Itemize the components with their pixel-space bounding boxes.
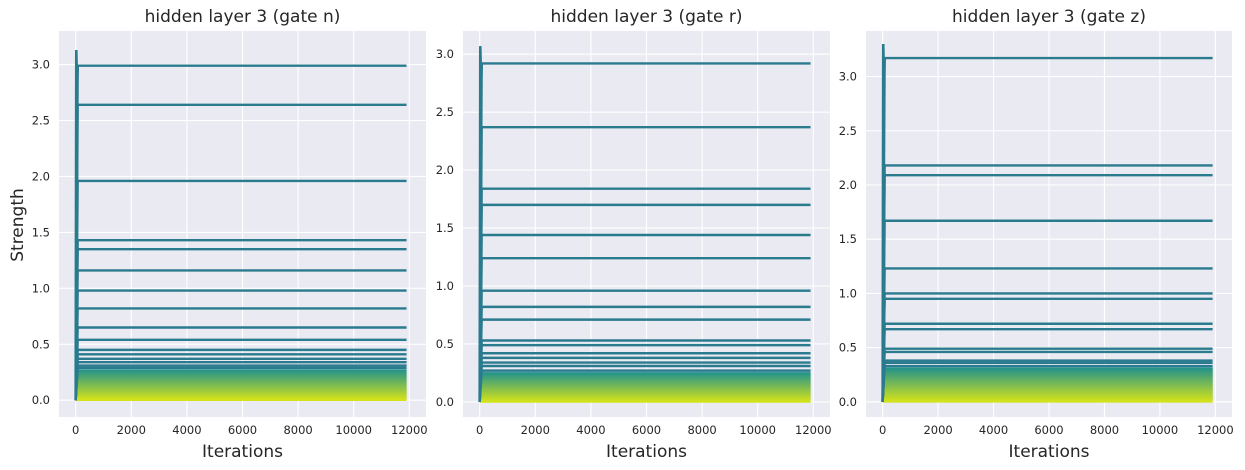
x-tick-label: 10000: [335, 423, 372, 437]
x-tick-label: 8000: [687, 423, 716, 437]
y-tick-label: 0.5: [32, 337, 50, 351]
x-tick-label: 12000: [391, 423, 428, 437]
x-tick-label: 8000: [1090, 423, 1119, 437]
x-axis-label: Iterations: [202, 442, 283, 462]
y-tick-label: 1.0: [436, 279, 454, 293]
x-tick-label: 6000: [632, 423, 661, 437]
x-tick-label: 10000: [739, 423, 776, 437]
x-tick-label: 2000: [923, 423, 952, 437]
y-tick-label: 1.0: [839, 286, 857, 300]
series-lines: [478, 46, 811, 403]
x-axis-label: Iterations: [1009, 442, 1090, 462]
y-tick-label: 0.0: [32, 393, 50, 407]
y-axis-label: Strength: [8, 188, 28, 262]
chart-panel-1: 0 2000 4000 6000 8000 10000 12000 0.0 0.5 1.0 1.5 2…: [32, 7, 428, 462]
y-tick-label: 3.0: [839, 70, 857, 84]
y-tick-label: 0.5: [436, 337, 454, 351]
y-tick-label: 3.0: [436, 47, 454, 61]
y-tick-label: 2.0: [839, 178, 857, 192]
y-tick-label: 3.0: [32, 58, 50, 72]
x-tick-label: 0: [879, 423, 886, 437]
y-tick-label: 1.5: [436, 221, 454, 235]
chart-title: hidden layer 3 (gate n): [145, 7, 341, 27]
chart-panels: 0 2000 4000 6000 8000 10000 12000 0.0 0.5 1.0 1.5 2…: [32, 7, 1234, 462]
series-lines: [74, 49, 407, 402]
y-tick-label: 2.5: [32, 114, 50, 128]
x-tick-label: 2000: [117, 423, 146, 437]
series-line-16: [74, 366, 407, 401]
y-tick-label: 1.0: [32, 281, 50, 295]
series-line-16: [478, 369, 811, 403]
x-tick-label: 4000: [979, 423, 1008, 437]
chart-panel-2: 0 2000 4000 6000 8000 10000 12000 0.0 0.5 1.0 1.5 2…: [436, 7, 832, 462]
y-tick-label: 0.0: [839, 395, 857, 409]
y-tick-label: 1.5: [839, 232, 857, 246]
x-tick-label: 4000: [576, 423, 605, 437]
x-tick-label: 6000: [228, 423, 257, 437]
y-tick-label: 1.5: [32, 225, 50, 239]
series-lines: [881, 43, 1213, 403]
y-tick-label: 0.0: [436, 395, 454, 409]
y-tick-label: 0.5: [839, 341, 857, 355]
x-tick-label: 0: [72, 423, 79, 437]
chart-panel-3: 0 2000 4000 6000 8000 10000 12000 0.0 0.5 1.0 1.5 2…: [839, 7, 1234, 462]
y-tick-label: 2.0: [436, 163, 454, 177]
chart-title: hidden layer 3 (gate r): [551, 7, 743, 27]
x-tick-label: 12000: [1197, 423, 1234, 437]
y-tick-label: 2.0: [32, 169, 50, 183]
x-tick-label: 8000: [283, 423, 312, 437]
x-tick-label: 0: [476, 423, 483, 437]
chart-title: hidden layer 3 (gate z): [952, 7, 1146, 27]
y-tick-label: 2.5: [436, 105, 454, 119]
x-tick-label: 6000: [1034, 423, 1063, 437]
x-axis-label: Iterations: [606, 442, 687, 462]
series-line-14: [881, 364, 1213, 402]
x-tick-label: 12000: [795, 423, 832, 437]
x-tick-label: 4000: [172, 423, 201, 437]
y-tick-label: 2.5: [839, 124, 857, 138]
x-tick-label: 2000: [521, 423, 550, 437]
x-tick-label: 10000: [1142, 423, 1179, 437]
